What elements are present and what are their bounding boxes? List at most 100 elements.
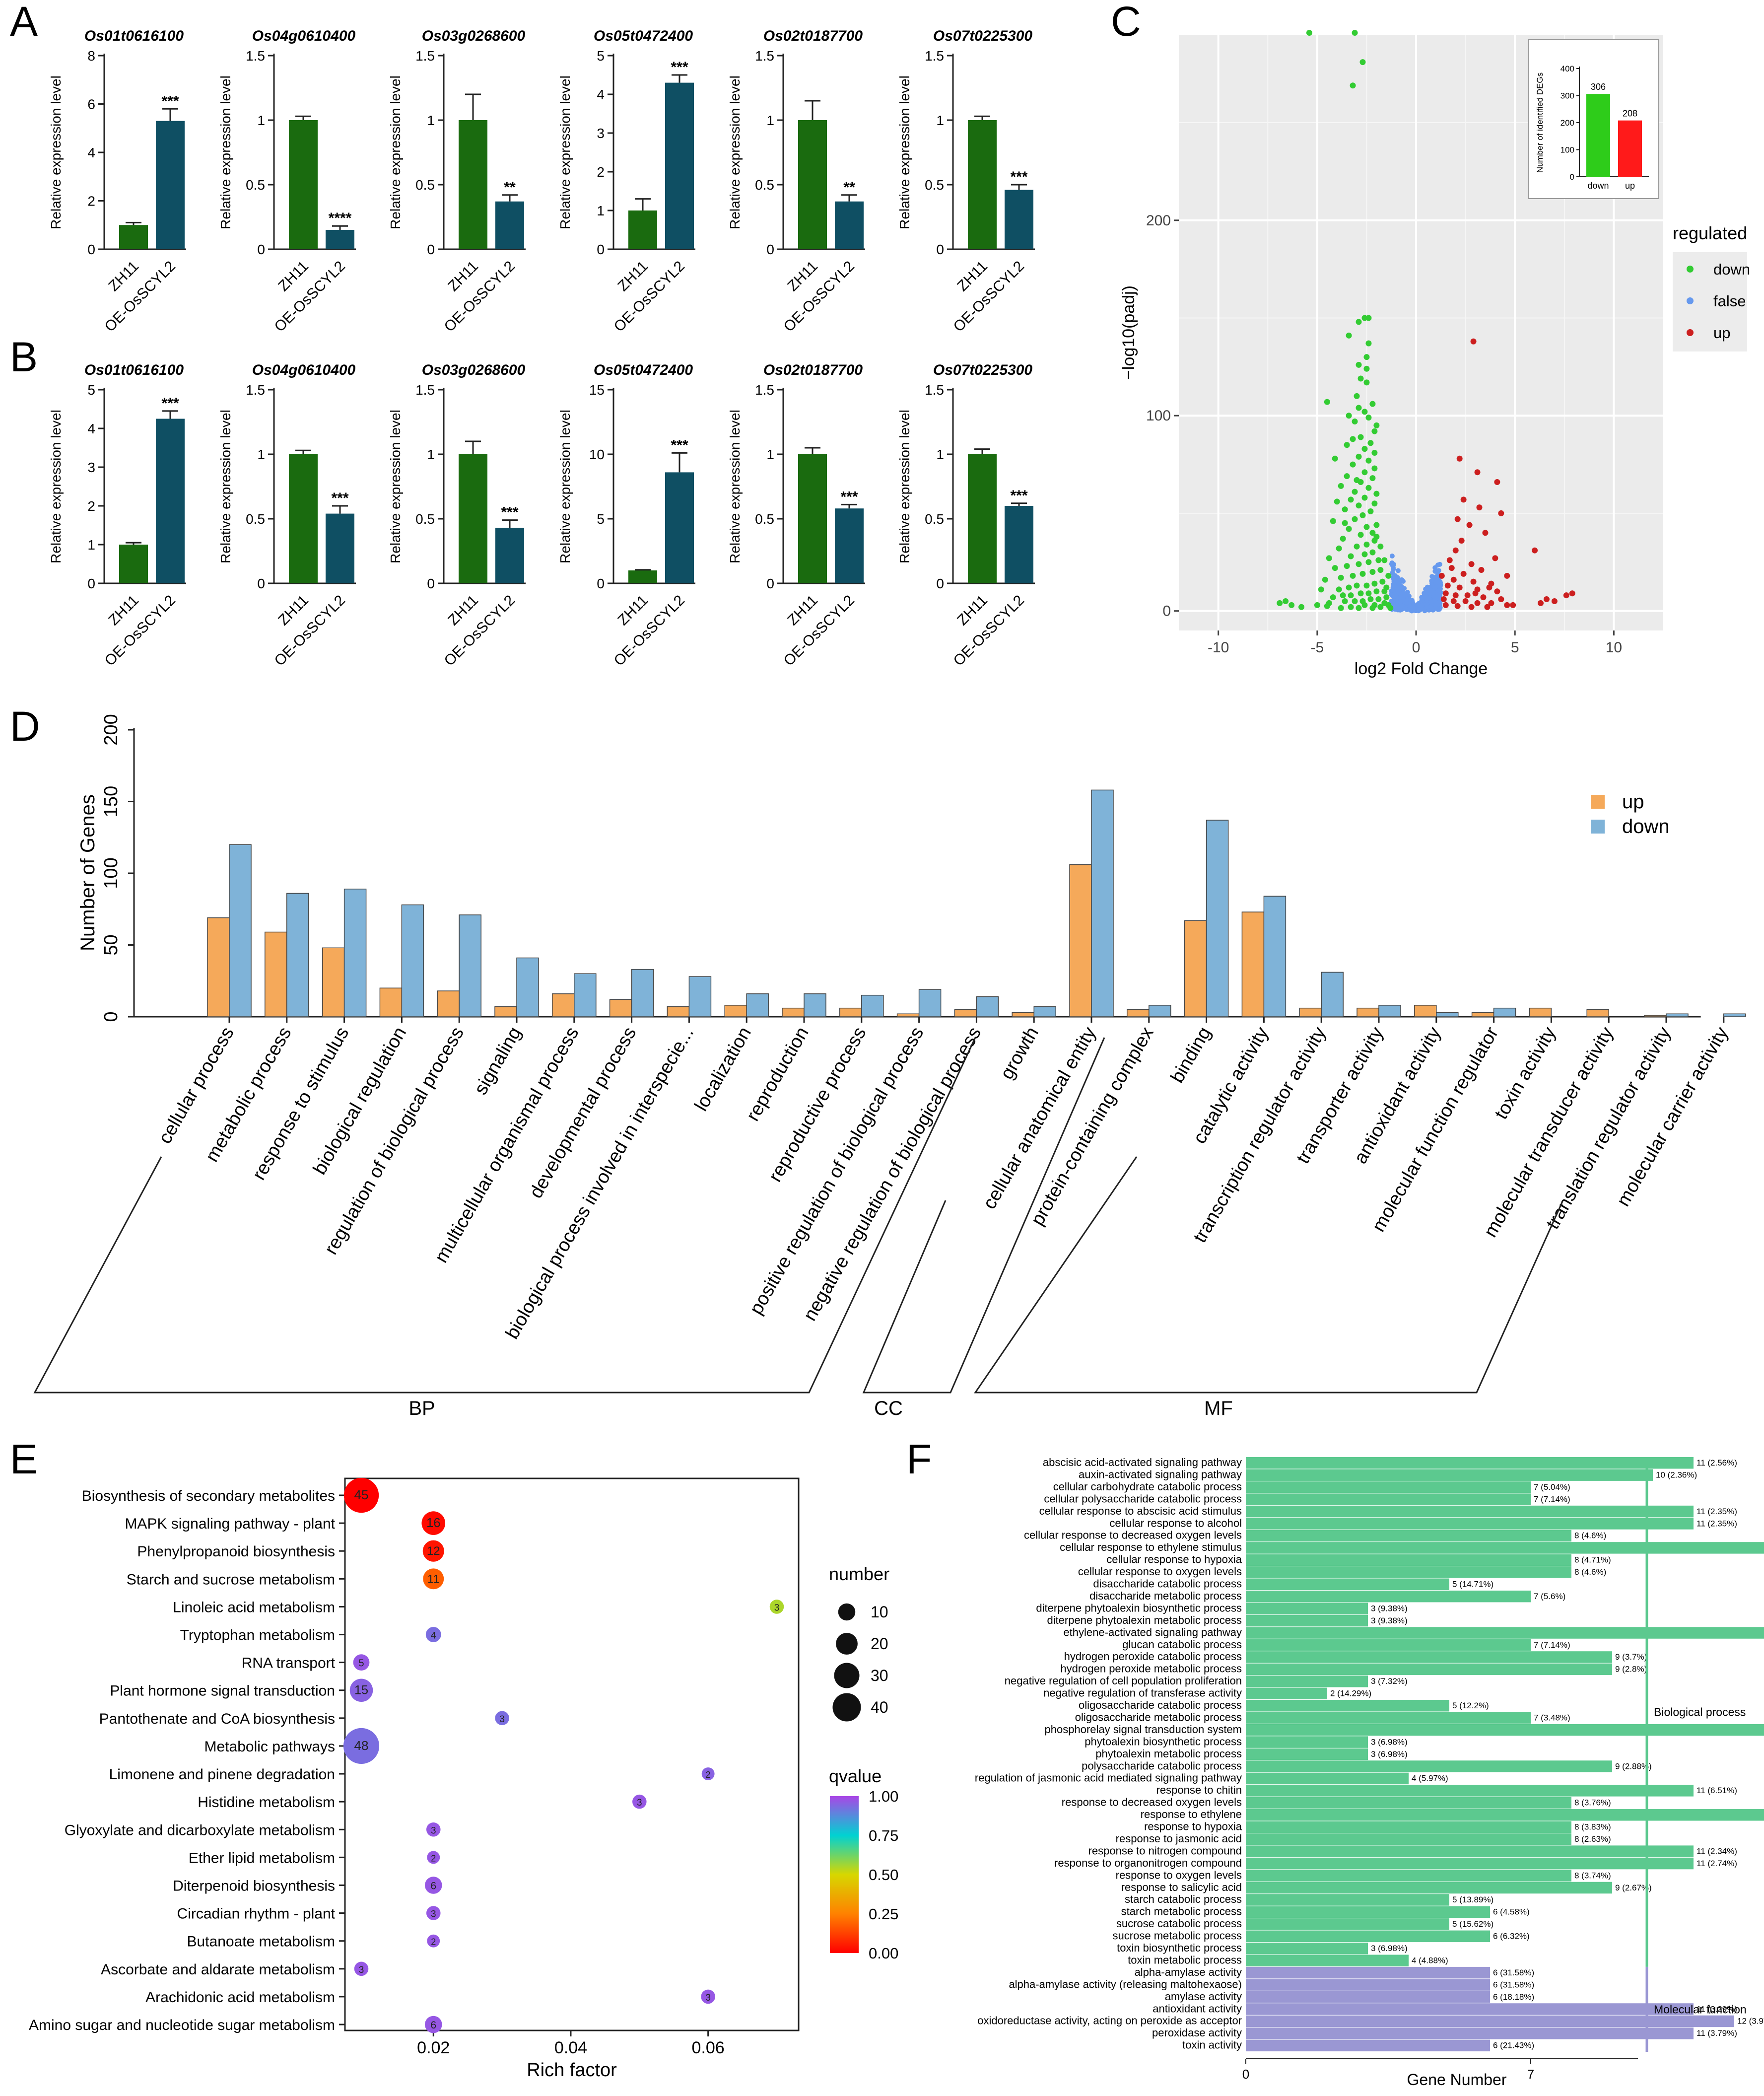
y-tick-label: 0: [427, 242, 435, 257]
bar-value-label: 9 (3.7%): [1615, 1652, 1647, 1662]
term-label: Phenylpropanoid biosynthesis: [137, 1543, 335, 1560]
bar-biological-process: [1246, 1797, 1571, 1809]
gene-title: Os07t0225300: [933, 362, 1032, 378]
term-bubble: [701, 1767, 715, 1780]
inset-x-tick-label: up: [1625, 181, 1635, 191]
point-down: [1369, 549, 1376, 556]
point-down: [1334, 498, 1340, 505]
y-tick-label: 4: [597, 87, 605, 102]
bar-up: [782, 1007, 805, 1017]
bar-molecular-function: [1246, 2015, 1734, 2027]
term-bubble: [427, 1851, 440, 1864]
inset-bar-up: [1618, 120, 1642, 177]
bar-down: [1436, 1012, 1459, 1017]
point-down: [1371, 465, 1378, 472]
point-down: [1338, 605, 1344, 611]
point-false: [1403, 592, 1408, 598]
bar-value-label: 8 (3.74%): [1574, 1871, 1611, 1880]
bar-biological-process: [1246, 1603, 1368, 1614]
term-label: starch catabolic process: [1125, 1893, 1242, 1905]
legend-label-down: down: [1713, 261, 1750, 278]
bar-value-label: 8 (4.6%): [1574, 1567, 1606, 1577]
point-down: [1369, 605, 1376, 611]
bar-value-label: 8 (4.71%): [1574, 1555, 1611, 1565]
qpcr-panel-b: Os01t0616100 0 1 2 3 4 5 Relative expression le…: [48, 362, 1035, 669]
bar-value-label: 6 (4.58%): [1493, 1907, 1530, 1917]
point-down: [1344, 473, 1350, 480]
group-label: CC: [874, 1397, 903, 1419]
point-down: [1367, 440, 1374, 446]
significance-label: ***: [671, 437, 688, 453]
bar-oe: [1005, 506, 1033, 583]
legend-marker-false: [1687, 297, 1694, 304]
term-label: cellular response to hypoxia: [1106, 1553, 1242, 1566]
bar-zh11: [798, 454, 827, 583]
significance-label: ***: [1010, 488, 1027, 504]
x-tick-label: 0: [1412, 639, 1421, 656]
point-down: [1322, 576, 1328, 583]
bar-down: [1378, 1005, 1401, 1017]
point-down: [1369, 475, 1376, 482]
bar-biological-process: [1246, 1590, 1531, 1603]
inset-bar-down: [1586, 94, 1610, 177]
point-false: [1437, 596, 1442, 601]
point-down: [1350, 82, 1356, 89]
term-label: response to jasmonic acid: [1116, 1832, 1242, 1845]
bar-molecular-function: [1246, 2027, 1694, 2039]
bar-biological-process: [1246, 1627, 1764, 1639]
point-false: [1402, 586, 1407, 591]
term-label: Circadian rhythm - plant: [177, 1906, 336, 1922]
legend-swatch-down: [1591, 820, 1605, 834]
bar-value-label: 10 (2.36%): [1656, 1470, 1697, 1479]
term-label: response to oxygen levels: [1116, 1869, 1242, 1881]
point-down: [1373, 522, 1380, 528]
term-label: Starch and sucrose metabolism: [127, 1571, 335, 1588]
category-label: developmental process: [526, 1024, 641, 1202]
y-tick-label: 1: [257, 447, 265, 462]
point-down: [1363, 379, 1370, 386]
bar-biological-process: [1246, 1772, 1409, 1785]
bar-value-label: 5 (15.62%): [1452, 1919, 1493, 1929]
point-down: [1338, 574, 1344, 581]
bar-value-label: 7 (7.14%): [1534, 1640, 1570, 1650]
term-label: diterpene phytoalexin biosynthetic proce…: [1036, 1602, 1242, 1614]
legend-label-up: up: [1622, 791, 1644, 813]
y-tick-label: 0: [597, 242, 605, 257]
term-label: Plant hormone signal transduction: [110, 1683, 335, 1699]
bar-value-label: 3 (7.32%): [1371, 1677, 1408, 1686]
bar-value-label: 7 (5.04%): [1534, 1482, 1570, 1492]
x-tick-label: 0: [1242, 2067, 1249, 2082]
y-axis-label: Number of Genes: [77, 794, 99, 951]
y-tick-label: 0: [597, 576, 605, 591]
point-down: [1344, 442, 1350, 448]
point-down: [1356, 319, 1362, 325]
point-up: [1440, 596, 1447, 603]
bar-down: [574, 973, 597, 1017]
point-down: [1356, 502, 1362, 509]
y-tick-label: 0: [257, 242, 265, 257]
bar-value-label: 6 (31.58%): [1493, 1980, 1534, 1989]
y-tick-label: 100: [101, 857, 122, 889]
y-axis-label: Relative expression level: [727, 410, 743, 563]
legend-label-down: down: [1622, 816, 1670, 838]
point-up: [1454, 603, 1461, 609]
point-down: [1324, 399, 1330, 405]
significance-label: ***: [501, 504, 518, 521]
term-bubble: [349, 1678, 373, 1702]
point-down: [1373, 534, 1380, 540]
term-label: negative regulation of cell population p…: [1005, 1675, 1242, 1687]
point-down: [1277, 600, 1283, 606]
bar-value-label: 3 (6.98%): [1371, 1944, 1408, 1953]
term-label: toxin metabolic process: [1128, 1954, 1242, 1966]
term-count: 45: [354, 1487, 369, 1502]
term-label: sucrose catabolic process: [1116, 1917, 1242, 1930]
significance-label: **: [843, 179, 855, 196]
gene-title: Os05t0472400: [594, 28, 693, 44]
point-up: [1538, 600, 1544, 606]
point-up: [1450, 598, 1457, 604]
gene-chart-panel-a-5: Os07t0225300 0 0.5 1 1.5 Relative expression …: [897, 28, 1035, 335]
bar-molecular-function: [1246, 1979, 1490, 1991]
point-up: [1468, 604, 1475, 610]
point-up: [1504, 602, 1510, 608]
